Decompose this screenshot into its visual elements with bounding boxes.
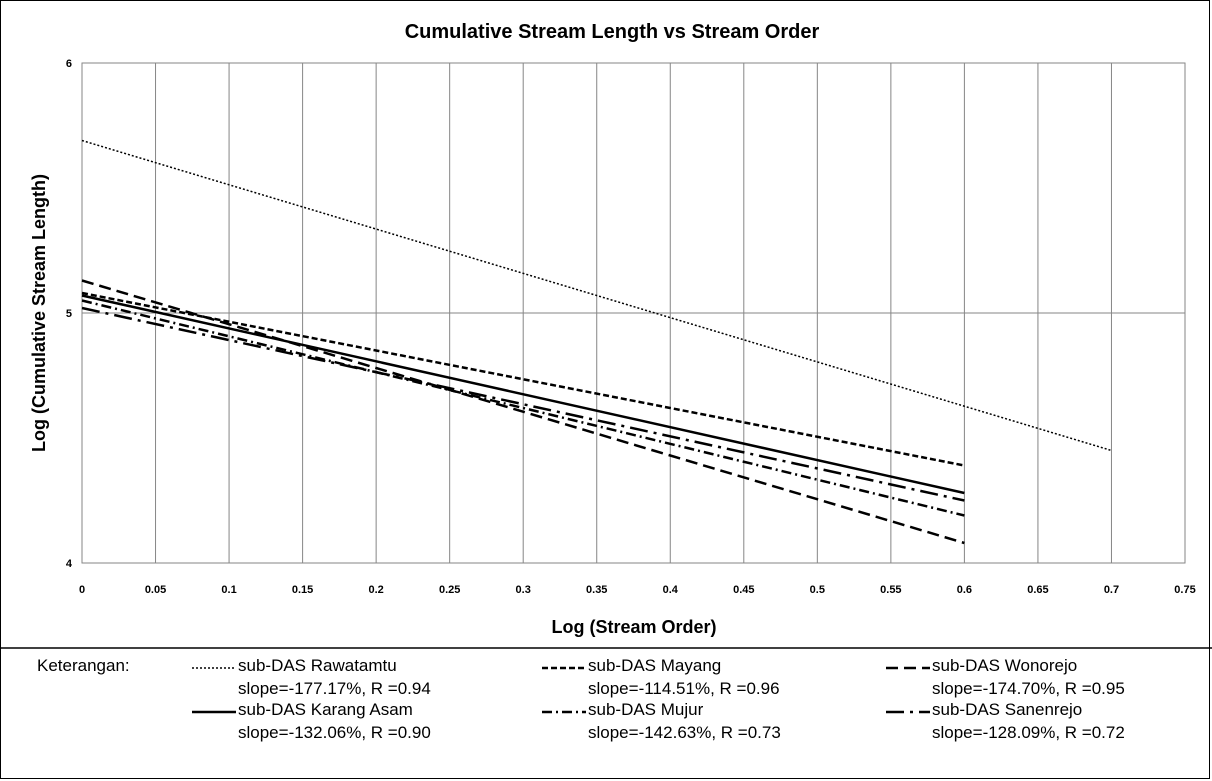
chart-title: Cumulative Stream Length vs Stream Order bbox=[405, 21, 820, 43]
series-lines bbox=[81, 139, 1112, 545]
legend-swatch bbox=[542, 666, 586, 670]
legend-swatch bbox=[886, 666, 930, 670]
series-line-sub-das-rawatamtu bbox=[81, 139, 1112, 452]
x-tick-label: 0.1 bbox=[221, 584, 236, 596]
legend-series-stats: slope=-114.51%, R =0.96 bbox=[588, 679, 780, 698]
legend-swatch bbox=[192, 667, 236, 669]
legend-swatch bbox=[192, 710, 236, 714]
legend-series-name: sub-DAS Karang Asam bbox=[238, 700, 413, 719]
x-axis-label: Log (Stream Order) bbox=[551, 617, 716, 637]
x-tick-label: 0.35 bbox=[586, 584, 607, 596]
tick-labels: 0 0.05 0.1 0.15 0.2 0.25 0.3 0.35 0.4 0.45 0.5 0.55… bbox=[66, 58, 1196, 596]
x-tick-label: 0.05 bbox=[145, 584, 166, 596]
y-tick-label: 6 bbox=[66, 58, 72, 70]
x-tick-label: 0.25 bbox=[439, 584, 460, 596]
x-tick-label: 0.2 bbox=[368, 584, 383, 596]
x-tick-label: 0.75 bbox=[1174, 584, 1195, 596]
x-tick-label: 0.6 bbox=[957, 584, 972, 596]
x-tick-label: 0.4 bbox=[663, 584, 679, 596]
series-line-sub-das-wonorejo bbox=[81, 279, 965, 545]
legend-series-stats: slope=-177.17%, R =0.94 bbox=[238, 679, 431, 698]
legend-series-name: sub-DAS Mayang bbox=[588, 656, 722, 675]
y-axis-label: Log (Cumulative Stream Length) bbox=[29, 174, 49, 452]
legend-series-name: sub-DAS Wonorejo bbox=[932, 656, 1078, 675]
x-tick-label: 0.5 bbox=[810, 584, 825, 596]
x-tick-label: 0.65 bbox=[1027, 584, 1048, 596]
x-tick-label: 0.45 bbox=[733, 584, 754, 596]
legend-title: Keterangan: bbox=[37, 656, 130, 675]
series-line-sub-das-mayang bbox=[81, 291, 965, 467]
x-tick-label: 0 bbox=[79, 584, 85, 596]
legend-series-name: sub-DAS Sanenrejo bbox=[932, 700, 1083, 719]
legend-series-stats: slope=-174.70%, R =0.95 bbox=[932, 679, 1125, 698]
plot-area bbox=[81, 62, 1186, 564]
x-tick-label: 0.55 bbox=[880, 584, 901, 596]
legend-series-name: sub-DAS Rawatamtu bbox=[238, 656, 397, 675]
legend-swatch bbox=[886, 710, 930, 714]
series-line-sub-das-karang-asam bbox=[81, 294, 965, 495]
grid bbox=[81, 62, 1186, 564]
legend-swatch bbox=[542, 710, 586, 714]
series-line-sub-das-sanenrejo bbox=[81, 306, 965, 502]
series-line-sub-das-mujur bbox=[81, 299, 965, 517]
y-tick-label: 5 bbox=[66, 308, 72, 320]
legend-series-stats: slope=-128.09%, R =0.72 bbox=[932, 723, 1125, 742]
legend-series-stats: slope=-142.63%, R =0.73 bbox=[588, 723, 781, 742]
x-tick-label: 0.7 bbox=[1104, 584, 1119, 596]
x-tick-label: 0.15 bbox=[292, 584, 313, 596]
x-tick-label: 0.3 bbox=[516, 584, 531, 596]
legend-series-name: sub-DAS Mujur bbox=[588, 700, 704, 719]
legend-series-stats: slope=-132.06%, R =0.90 bbox=[238, 723, 431, 742]
y-tick-label: 4 bbox=[66, 558, 73, 570]
